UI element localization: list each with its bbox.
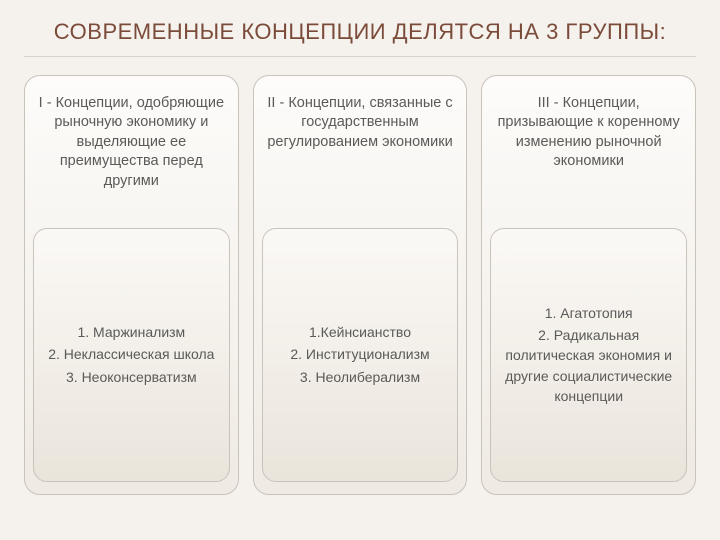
- list-item: 1. Агатотопия: [545, 303, 633, 323]
- columns-container: I - Концепции, одобряющие рыночную эконо…: [24, 75, 696, 495]
- column-1-body: 1. Маржинализм 2. Неклассическая школа 3…: [33, 228, 230, 482]
- column-2-body: 1.Кейнсианство 2. Институционализм 3. Не…: [262, 228, 459, 482]
- list-item: 3. Неолиберализм: [300, 367, 420, 387]
- column-1-header: I - Концепции, одобряющие рыночную эконо…: [33, 88, 230, 228]
- column-3-body: 1. Агатотопия 2. Радикальная политическа…: [490, 228, 687, 482]
- list-item: 1.Кейнсианство: [309, 322, 411, 342]
- column-2-body-wrap: 1.Кейнсианство 2. Институционализм 3. Не…: [262, 228, 459, 482]
- column-3: III - Концепции, призывающие к коренному…: [481, 75, 696, 495]
- list-item: 2. Институционализм: [290, 344, 429, 364]
- column-3-body-wrap: 1. Агатотопия 2. Радикальная политическа…: [490, 228, 687, 482]
- title-divider: [24, 56, 696, 57]
- column-1: I - Концепции, одобряющие рыночную эконо…: [24, 75, 239, 495]
- list-item: 1. Маржинализм: [77, 322, 185, 342]
- slide: СОВРЕМЕННЫЕ КОНЦЕПЦИИ ДЕЛЯТСЯ НА 3 ГРУПП…: [0, 0, 720, 540]
- page-title: СОВРЕМЕННЫЕ КОНЦЕПЦИИ ДЕЛЯТСЯ НА 3 ГРУПП…: [24, 18, 696, 46]
- list-item: 2. Радикальная политическая экономия и д…: [499, 325, 678, 406]
- list-item: 2. Неклассическая школа: [48, 344, 214, 364]
- list-item: 3. Неоконсерватизм: [66, 367, 197, 387]
- column-2-header: II - Концепции, связанные с государствен…: [262, 88, 459, 228]
- column-3-header: III - Концепции, призывающие к коренному…: [490, 88, 687, 228]
- column-1-body-wrap: 1. Маржинализм 2. Неклассическая школа 3…: [33, 228, 230, 482]
- column-2: II - Концепции, связанные с государствен…: [253, 75, 468, 495]
